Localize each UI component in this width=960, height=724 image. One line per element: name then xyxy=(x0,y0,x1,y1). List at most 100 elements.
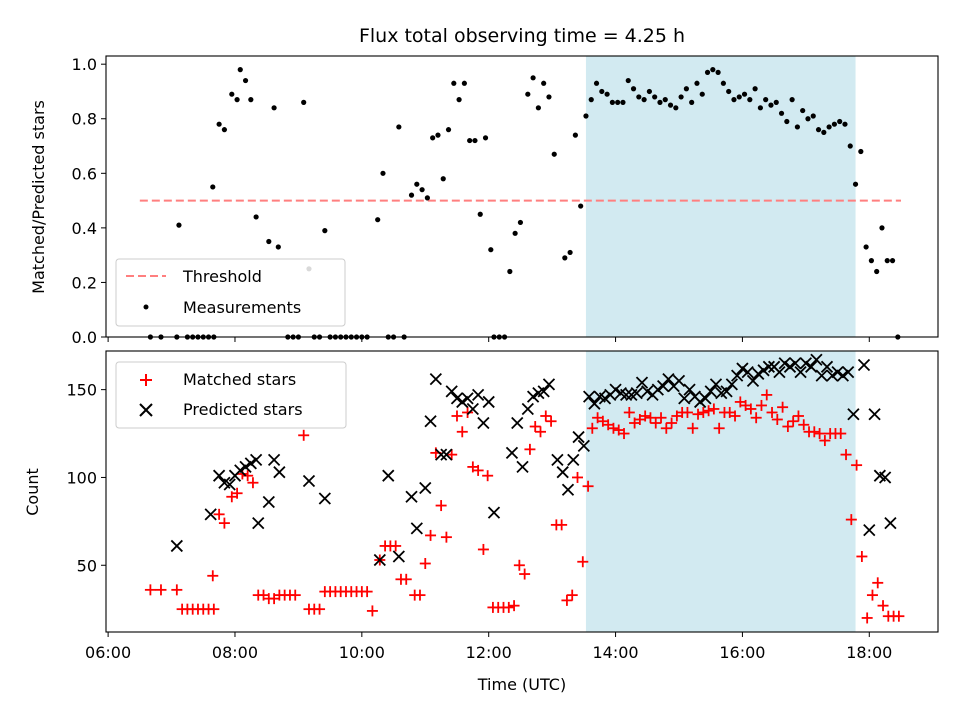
predicted-star-point xyxy=(826,369,839,382)
measurement-point xyxy=(710,67,716,73)
measurement-point xyxy=(593,80,600,86)
matched-star-point xyxy=(451,410,463,422)
cross-b xyxy=(598,392,612,405)
threshold-legend-label: Threshold xyxy=(182,267,262,286)
predicted-star-point xyxy=(567,453,580,467)
matched-star-point xyxy=(692,408,704,420)
y-tick-label: 0.8 xyxy=(72,110,97,129)
cross-b xyxy=(704,385,717,398)
measurement-point xyxy=(763,97,769,103)
predicted-star-point xyxy=(757,364,770,377)
cross-b xyxy=(556,466,569,479)
cross-b xyxy=(456,395,469,409)
predicted-legend-swatch xyxy=(139,403,153,417)
cross-b xyxy=(651,383,664,396)
predicted-star-point xyxy=(526,390,540,403)
cross-b xyxy=(630,387,643,400)
matched-star-point xyxy=(861,612,873,624)
predicted-star-point xyxy=(551,453,564,467)
cross-b xyxy=(609,383,622,396)
measurement-point xyxy=(253,214,259,220)
bottom-legend-box xyxy=(115,361,347,429)
matched-star-point xyxy=(208,603,220,615)
measurement-point xyxy=(572,132,578,138)
matched-star-point xyxy=(708,403,720,415)
predicted-star-point xyxy=(373,553,386,567)
x-tick-label: 12:00 xyxy=(466,643,512,662)
cross-b xyxy=(542,378,556,391)
y-tick-label: 100 xyxy=(66,468,97,487)
measurement-point xyxy=(472,137,478,144)
predicted-star-point xyxy=(805,360,818,373)
measurement-point xyxy=(852,181,859,187)
measurement-point xyxy=(699,91,705,97)
matched-star-point xyxy=(289,589,301,601)
matched-star-point xyxy=(840,449,852,461)
measurement-point xyxy=(747,97,753,103)
matched-star-point xyxy=(851,459,863,471)
predicted-star-point xyxy=(234,464,247,477)
measurement-point xyxy=(794,124,800,130)
predicted-star-point xyxy=(244,457,257,470)
cross-b xyxy=(826,369,839,382)
cross-b xyxy=(471,388,485,402)
measurement-point xyxy=(530,75,536,81)
matched-star-point xyxy=(607,422,619,434)
cross-b xyxy=(572,430,585,444)
predicted-star-point xyxy=(868,408,881,421)
matched-star-point xyxy=(545,415,557,427)
cross-b xyxy=(521,402,534,416)
cross-b xyxy=(815,369,828,382)
predicted-star-point xyxy=(598,392,612,405)
measurement-point xyxy=(800,107,806,114)
measurement-point xyxy=(741,91,748,97)
measurement-point xyxy=(375,217,381,223)
matched-star-point xyxy=(766,406,778,418)
measurement-point xyxy=(683,86,689,92)
predicted-star-point xyxy=(736,362,749,375)
matched-star-point xyxy=(435,500,447,512)
measurement-point xyxy=(604,91,610,97)
measurement-point xyxy=(562,255,568,261)
measurement-point xyxy=(229,91,235,97)
matched-star-point xyxy=(144,584,156,596)
measurement-point xyxy=(657,99,663,105)
cross-b xyxy=(857,358,871,372)
x-tick-label: 14:00 xyxy=(593,643,639,662)
measurement-point xyxy=(248,97,254,103)
y-tick-label: 150 xyxy=(66,381,97,400)
bottom-y-ticks: 50 100 150 xyxy=(66,381,106,575)
measurement-point xyxy=(266,238,272,245)
matched-star-point xyxy=(586,422,598,434)
cross-b xyxy=(424,415,437,428)
measurement-point xyxy=(234,97,240,103)
measurement-point xyxy=(445,127,452,133)
measurement-point xyxy=(408,192,415,198)
predicted-star-point xyxy=(434,448,448,461)
cross-b xyxy=(577,439,590,452)
predicted-star-point xyxy=(630,387,643,400)
predicted-star-point xyxy=(820,360,834,373)
measurement-point xyxy=(868,258,874,264)
cross-b xyxy=(204,508,217,521)
measurement-point xyxy=(805,116,811,122)
matched-star-point xyxy=(503,601,515,613)
predicted-star-point xyxy=(516,460,529,474)
cross-b xyxy=(466,402,479,416)
cross-b xyxy=(588,397,601,410)
matched-star-point xyxy=(556,519,568,531)
cross-b xyxy=(537,385,550,398)
measurement-point xyxy=(842,121,848,127)
predicted-star-point xyxy=(239,460,252,474)
matched-star-point xyxy=(218,517,230,529)
predicted-star-point xyxy=(609,383,622,396)
matched-star-point xyxy=(750,412,762,424)
matched-legend-label: Matched stars xyxy=(183,370,296,389)
matched-star-point xyxy=(819,435,831,447)
measurement-point xyxy=(810,113,816,119)
measurement-point xyxy=(630,86,637,92)
matched-star-point xyxy=(524,443,536,455)
measurement-point xyxy=(736,94,742,100)
measurement-point xyxy=(396,124,402,130)
x-axis-title: Time (UTC) xyxy=(477,675,566,694)
